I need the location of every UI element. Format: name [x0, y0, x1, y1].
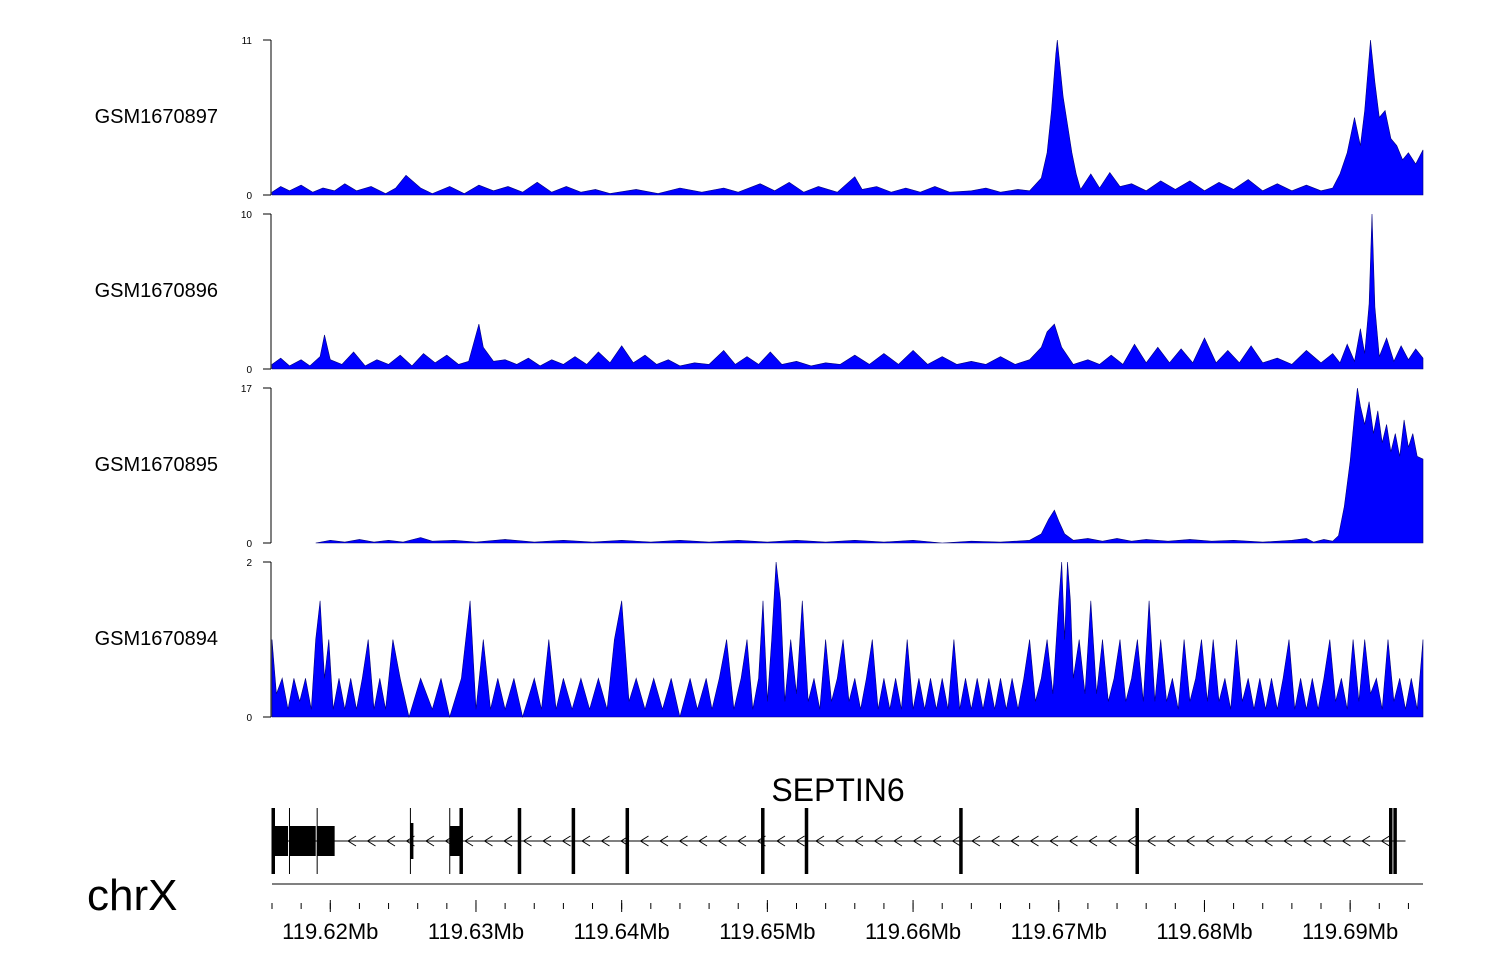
coverage-area — [271, 213, 1424, 370]
strand-arrow — [854, 835, 864, 847]
coverage-track-3: GSM1670895 17 0 — [95, 384, 1424, 550]
strand-arrow — [1107, 835, 1117, 847]
exon — [317, 826, 335, 856]
strand-arrow — [1205, 835, 1215, 847]
exon — [572, 808, 576, 874]
strand-arrow — [1322, 835, 1332, 847]
strand-arrow — [1127, 835, 1137, 847]
strand-arrow — [737, 835, 747, 847]
strand-arrow — [990, 835, 1000, 847]
y-tick-label-min: 0 — [246, 365, 252, 376]
strand-arrow — [951, 835, 961, 847]
strand-arrow — [834, 835, 844, 847]
track-name-label: GSM1670897 — [95, 106, 218, 128]
strand-arrow — [1146, 835, 1156, 847]
exon — [959, 808, 963, 874]
exon — [1389, 808, 1393, 874]
exon — [410, 823, 414, 859]
strand-arrow — [873, 835, 883, 847]
strand-arrow — [971, 835, 981, 847]
strand-arrow — [717, 835, 727, 847]
strand-arrow — [1010, 835, 1020, 847]
x-axis-tick-label: 119.63Mb — [428, 919, 524, 944]
y-tick-label-max: 10 — [241, 210, 253, 221]
strand-arrow — [1029, 835, 1039, 847]
strand-arrow — [678, 835, 688, 847]
track-name-label: GSM1670894 — [95, 628, 218, 650]
coverage-area — [315, 387, 1424, 544]
strand-arrow — [1361, 835, 1371, 847]
strand-arrow — [366, 835, 376, 847]
x-axis-tick-label: 119.67Mb — [1011, 919, 1107, 944]
x-axis-tick-label: 119.66Mb — [865, 919, 961, 944]
x-axis-tick-label: 119.65Mb — [719, 919, 815, 944]
x-axis-tick-label: 119.62Mb — [282, 919, 378, 944]
exon — [1135, 808, 1139, 874]
y-tick-label-min: 0 — [246, 191, 252, 202]
y-tick-label-min: 0 — [246, 713, 252, 724]
y-tick-label-max: 17 — [241, 384, 253, 395]
gene-name-label: SEPTIN6 — [771, 772, 904, 808]
strand-arrow — [600, 835, 610, 847]
strand-arrow — [659, 835, 669, 847]
strand-arrow — [1049, 835, 1059, 847]
exon — [805, 808, 809, 874]
strand-arrow — [483, 835, 493, 847]
strand-arrow — [561, 835, 571, 847]
strand-arrow — [464, 835, 474, 847]
y-tick-label-max: 11 — [242, 36, 253, 47]
strand-arrow — [1302, 835, 1312, 847]
gene-track: SEPTIN6 — [271, 772, 1406, 874]
strand-arrow — [347, 835, 357, 847]
track-name-label: GSM1670895 — [95, 454, 218, 476]
strand-arrow — [1263, 835, 1273, 847]
strand-arrow — [795, 835, 805, 847]
track-name-label: GSM1670896 — [95, 280, 218, 302]
strand-arrow — [425, 835, 435, 847]
exon — [289, 826, 316, 856]
strand-arrow — [581, 835, 591, 847]
exon — [1393, 808, 1397, 874]
strand-arrow — [1088, 835, 1098, 847]
strand-arrow — [1068, 835, 1078, 847]
strand-arrow — [639, 835, 649, 847]
coverage-track-1: GSM1670897 11 0 — [95, 36, 1424, 202]
coverage-area — [271, 39, 1424, 196]
exon — [518, 808, 522, 874]
exon — [626, 808, 630, 874]
strand-arrow — [1283, 835, 1293, 847]
strand-arrow — [386, 835, 396, 847]
coverage-area — [271, 561, 1424, 719]
strand-arrow — [815, 835, 825, 847]
strand-arrow — [1166, 835, 1176, 847]
coverage-track-4: GSM1670894 2 0 — [95, 558, 1424, 724]
strand-arrow — [1185, 835, 1195, 847]
strand-arrow — [893, 835, 903, 847]
exon — [761, 808, 765, 874]
exon — [273, 826, 289, 856]
x-axis-tick-label: 119.68Mb — [1156, 919, 1252, 944]
strand-arrow — [522, 835, 532, 847]
genomic-axis: chrX 119.62Mb 119.63Mb 119.64Mb 119.65Mb 119… — [87, 871, 1423, 944]
strand-arrow — [1341, 835, 1351, 847]
coverage-tracks: GSM1670897110GSM1670896100GSM1670895170G… — [95, 36, 1424, 724]
strand-arrow — [698, 835, 708, 847]
strand-arrow — [776, 835, 786, 847]
strand-arrow — [1224, 835, 1234, 847]
strand-arrow — [503, 835, 513, 847]
strand-arrow — [542, 835, 552, 847]
exon — [459, 808, 463, 874]
x-axis-tick-label: 119.64Mb — [574, 919, 670, 944]
y-tick-label-max: 2 — [246, 558, 252, 569]
strand-arrow — [1244, 835, 1254, 847]
y-tick-label-min: 0 — [246, 539, 252, 550]
exon — [449, 826, 460, 856]
strand-arrow — [1380, 835, 1390, 847]
coverage-track-2: GSM1670896 10 0 — [95, 210, 1424, 376]
strand-arrow — [912, 835, 922, 847]
x-axis-tick-label: 119.69Mb — [1302, 919, 1398, 944]
strand-arrow — [932, 835, 942, 847]
chromosome-label: chrX — [87, 871, 177, 920]
